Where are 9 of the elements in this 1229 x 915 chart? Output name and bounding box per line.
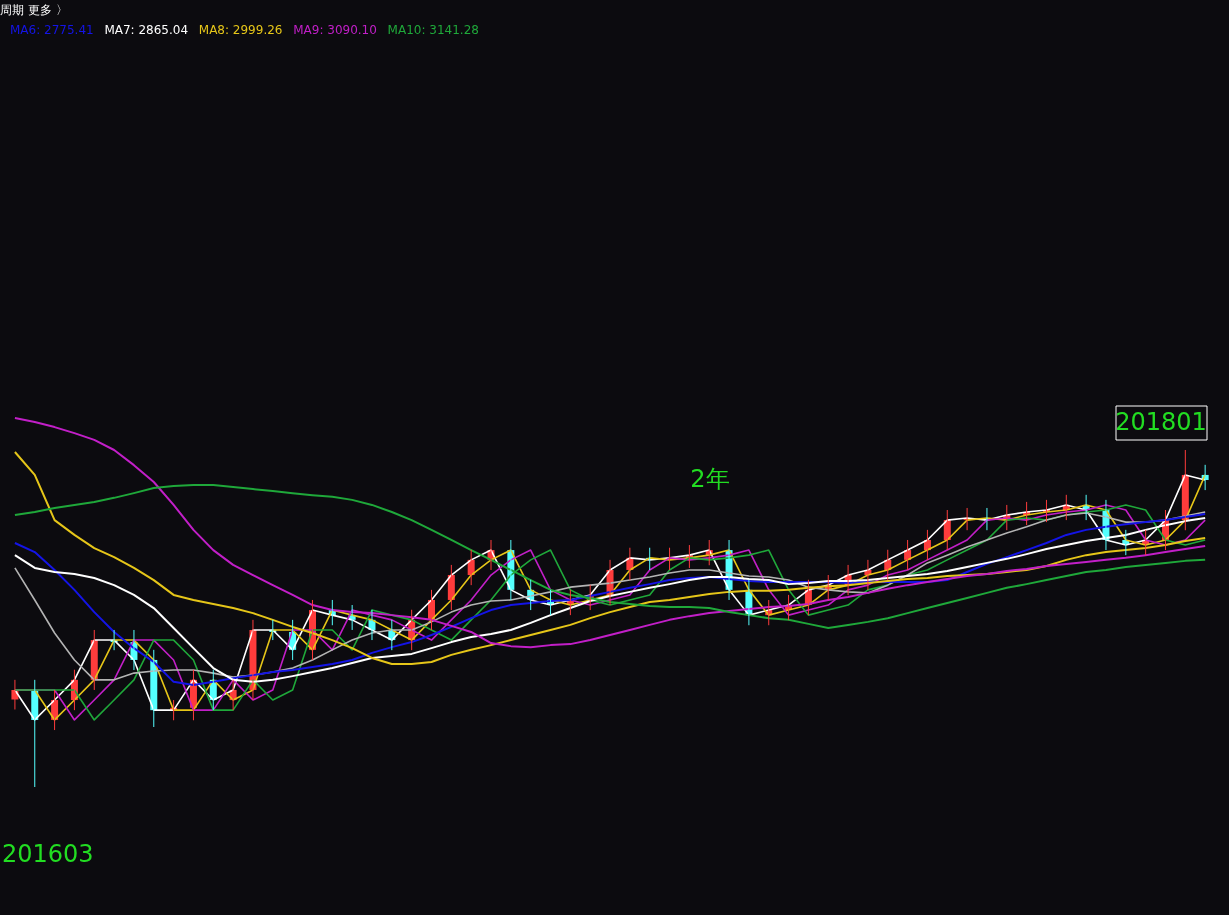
text: MA7: 2865.04 [104, 23, 189, 37]
text: MA10: 3141.28 [387, 23, 479, 37]
text: 201603 [2, 840, 94, 868]
text: 201801 [1115, 408, 1207, 436]
annotation: 2年 [690, 465, 730, 493]
text: MA6: 2775.41 [10, 23, 94, 37]
text: 周期 更多 〉 [0, 3, 68, 17]
text: MA9: 3090.10 [293, 23, 377, 37]
text: MA8: 2999.26 [198, 23, 283, 37]
